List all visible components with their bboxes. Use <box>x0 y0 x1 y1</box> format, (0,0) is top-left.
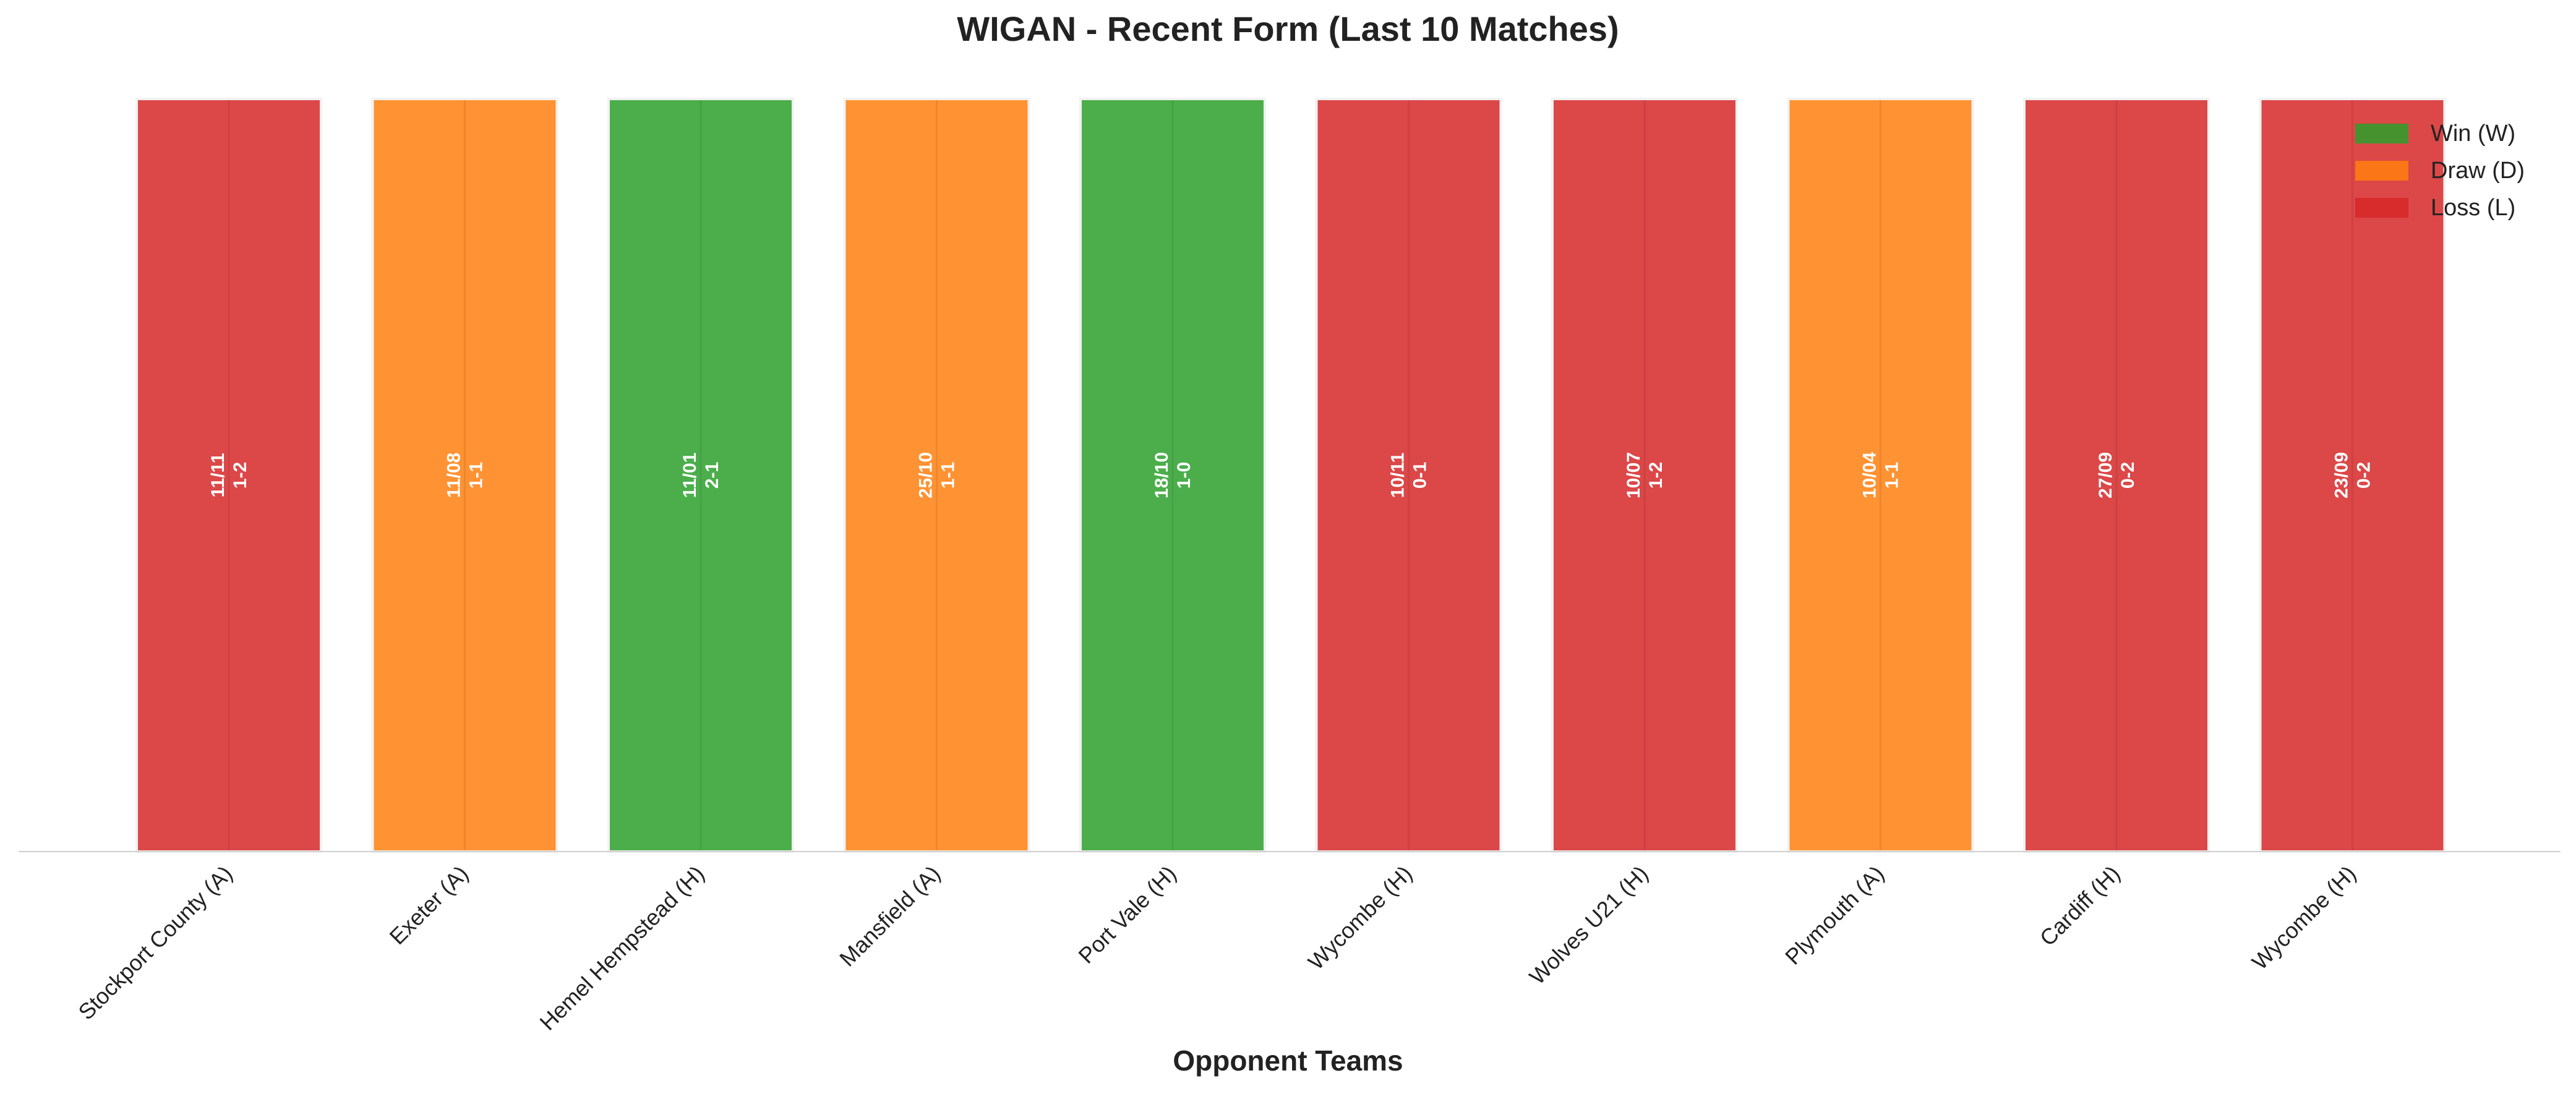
bar-hemel-hempstead-h <box>607 98 794 853</box>
x-tick-label-wycombe-h: Wycombe (H) <box>2247 861 2361 975</box>
match-score-label: 1-0 <box>1174 462 1194 489</box>
chart-title: WIGAN - Recent Form (Last 10 Matches) <box>957 9 1619 48</box>
bar-data-label: 10/11 0-1 <box>1388 453 1431 498</box>
bar-mansfield-a <box>843 98 1030 853</box>
bar-wycombe-h <box>1315 98 1502 853</box>
x-tick-label-plymouth-a: Plymouth (A) <box>1780 861 1889 970</box>
x-tick-label-stockport-county-a: Stockport County (A) <box>73 861 237 1025</box>
bar-wycombe-h <box>2259 98 2446 853</box>
x-tick-label-exeter-a: Exeter (A) <box>385 861 474 950</box>
legend-label-loss: Loss (L) <box>2431 194 2516 221</box>
legend-label-win: Win (W) <box>2431 120 2516 147</box>
match-date-label: 23/09 <box>2332 452 2352 498</box>
match-score-label: 1-1 <box>466 462 487 489</box>
bar-data-label: 18/10 1-0 <box>1152 452 1194 498</box>
match-date-label: 11/08 <box>444 453 464 498</box>
bar-cardiff-h <box>2023 98 2210 853</box>
x-tick-label-wolves-u21-h: Wolves U21 (H) <box>1524 861 1653 989</box>
bar-data-label: 10/07 1-2 <box>1624 452 1666 498</box>
match-date-label: 27/09 <box>2095 452 2116 498</box>
x-axis-label: Opponent Teams <box>1173 1045 1403 1077</box>
match-score-label: 0-1 <box>1410 462 1431 489</box>
match-score-label: 2-1 <box>702 462 722 489</box>
match-score-label: 1-2 <box>230 462 250 489</box>
match-score-label: 0-2 <box>2354 462 2374 489</box>
x-tick-label-cardiff-h: Cardiff (H) <box>2035 861 2125 951</box>
bar-plymouth-a <box>1787 98 1974 853</box>
bar-port-vale-h <box>1079 98 1266 853</box>
bar-data-label: 10/04 1-1 <box>1860 452 1902 498</box>
tick-labels-layer: Stockport County (A) Exeter (A) Hemel Hemp… <box>73 861 2361 1035</box>
bar-data-label: 11/01 2-1 <box>680 453 722 498</box>
match-date-label: 10/11 <box>1388 453 1408 498</box>
match-date-label: 25/10 <box>916 452 936 498</box>
legend-label-draw: Draw (D) <box>2431 157 2525 184</box>
bar-data-label: 23/09 0-2 <box>2332 452 2374 498</box>
legend: Win (W) Draw (D) Loss (L) <box>2355 115 2525 226</box>
x-tick-label-mansfield-a: Mansfield (A) <box>834 861 945 972</box>
legend-item-draw: Draw (D) <box>2355 152 2525 189</box>
bar-data-label: 25/10 1-1 <box>916 452 959 498</box>
legend-item-win: Win (W) <box>2355 115 2525 152</box>
bar-data-label: 11/08 1-1 <box>444 453 487 498</box>
match-date-label: 10/04 <box>1860 452 1880 498</box>
match-score-label: 1-2 <box>1646 462 1666 489</box>
legend-swatch-win <box>2355 124 2408 143</box>
bar-wolves-u21-h <box>1551 98 1738 853</box>
bar-data-label: 11/11 1-2 <box>208 453 250 498</box>
bar-stockport-county-a <box>135 98 322 853</box>
match-date-label: 11/01 <box>680 453 700 498</box>
legend-swatch-draw <box>2355 161 2408 181</box>
match-date-label: 18/10 <box>1152 452 1172 498</box>
x-tick-label-hemel-hempstead-h: Hemel Hempstead (H) <box>534 861 709 1035</box>
match-score-label: 1-1 <box>938 462 959 489</box>
legend-item-loss: Loss (L) <box>2355 189 2525 226</box>
match-date-label: 10/07 <box>1624 452 1644 498</box>
legend-swatch-loss <box>2355 198 2408 218</box>
match-date-label: 11/11 <box>208 453 228 498</box>
match-score-label: 1-1 <box>1882 462 1902 489</box>
x-tick-label-wycombe-h: Wycombe (H) <box>1303 861 1417 975</box>
x-tick-label-port-vale-h: Port Vale (H) <box>1073 861 1181 968</box>
bar-data-label: 27/09 0-2 <box>2095 452 2138 498</box>
match-score-label: 0-2 <box>2118 462 2138 489</box>
bar-exeter-a <box>371 98 558 853</box>
bars-layer: 11/11 1-2 11/08 1-1 11/01 2-1 25/10 1-1 18/10 1-0… <box>135 98 2446 853</box>
